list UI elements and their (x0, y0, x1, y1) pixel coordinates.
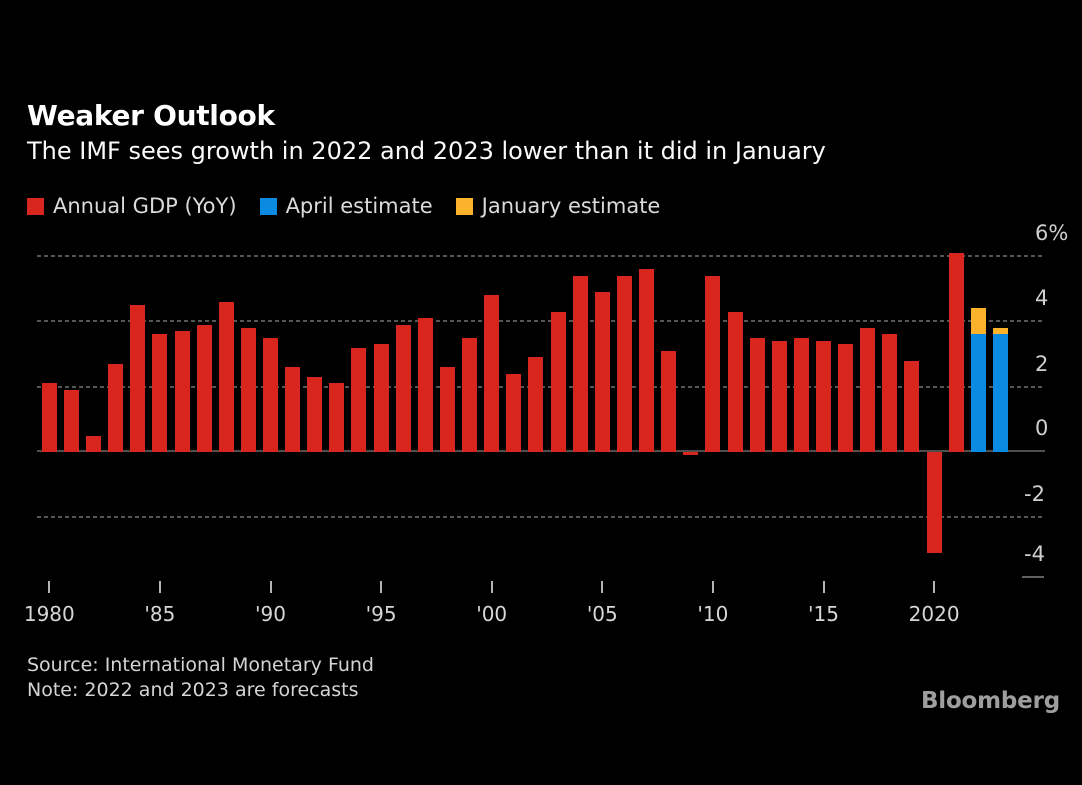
gridline-y-4 (37, 320, 1045, 323)
bar-2023-april-estimate (992, 334, 1008, 452)
x-axis-tick-10 (711, 581, 714, 593)
bar-2002-annual-gdp-yoy (528, 357, 544, 452)
x-axis-tick-05 (601, 581, 604, 593)
bar-1980-annual-gdp-yoy (41, 383, 57, 452)
gridline-y--2 (37, 516, 1045, 519)
bar-1995-annual-gdp-yoy (373, 344, 389, 452)
bar-1983-annual-gdp-yoy (108, 363, 124, 452)
bar-1992-annual-gdp-yoy (307, 376, 323, 452)
bar-2004-annual-gdp-yoy (572, 275, 588, 452)
x-axis-tick-00 (490, 581, 493, 593)
bar-1996-annual-gdp-yoy (395, 324, 411, 452)
bar-2003-annual-gdp-yoy (550, 311, 566, 452)
bar-1982-annual-gdp-yoy (86, 435, 102, 452)
bar-2000-annual-gdp-yoy (484, 295, 500, 452)
bar-1989-annual-gdp-yoy (240, 327, 256, 452)
y-axis-label-0: 0 (1035, 416, 1049, 440)
gridline-y-6 (37, 255, 1045, 258)
bar-2007-annual-gdp-yoy (639, 269, 655, 452)
chart-title: Weaker Outlook (27, 99, 275, 132)
bar-2015-annual-gdp-yoy (816, 340, 831, 452)
bar-2010-annual-gdp-yoy (705, 275, 721, 452)
x-axis-label-90: '90 (255, 602, 286, 626)
legend-swatch-april-estimate-icon (259, 197, 277, 215)
y-axis-label-4: 4 (1035, 286, 1049, 311)
bar-1999-annual-gdp-yoy (462, 337, 478, 452)
legend-item-january-estimate: January estimate (455, 194, 661, 218)
x-axis-label-2020: 2020 (908, 602, 960, 626)
note-text: Note: 2022 and 2023 are forecasts (27, 679, 359, 701)
chart-legend: Annual GDP (YoY) April estimate January es… (27, 194, 660, 218)
y-axis-label-2: 2 (1035, 351, 1049, 376)
bar-1981-annual-gdp-yoy (63, 389, 79, 452)
bar-2011-annual-gdp-yoy (727, 311, 743, 452)
bar-1998-annual-gdp-yoy (439, 367, 455, 452)
gridline-y--4 (1022, 575, 1044, 578)
bar-2012-annual-gdp-yoy (749, 337, 765, 452)
x-axis-label-1980: 1980 (23, 602, 75, 626)
bar-1997-annual-gdp-yoy (417, 318, 433, 452)
bar-2019-annual-gdp-yoy (904, 360, 920, 452)
y-axis-label--2: -2 (1024, 482, 1045, 507)
x-axis-tick-95 (380, 581, 383, 593)
bar-2022-april-estimate (970, 334, 986, 452)
legend-label: January estimate (481, 194, 661, 218)
bar-1985-annual-gdp-yoy (152, 334, 168, 452)
x-axis-label-95: '95 (365, 602, 397, 626)
legend-label: Annual GDP (YoY) (53, 194, 237, 218)
bar-2014-annual-gdp-yoy (793, 337, 809, 452)
bar-2017-annual-gdp-yoy (860, 327, 876, 452)
legend-swatch-january-estimate-icon (455, 197, 473, 215)
x-axis-tick-1980 (48, 581, 51, 593)
legend-swatch-annual-gdp-yoy-icon (27, 197, 44, 215)
y-axis-label-6: 6% (1035, 221, 1069, 246)
x-axis-tick-90 (269, 581, 272, 593)
x-axis-tick-85 (158, 581, 161, 593)
bar-2001-annual-gdp-yoy (506, 373, 522, 452)
x-axis-label-05: '05 (586, 602, 618, 626)
bar-1990-annual-gdp-yoy (263, 337, 278, 452)
bar-1994-annual-gdp-yoy (351, 347, 367, 452)
y-axis-label--4: -4 (1024, 541, 1045, 566)
bar-1986-annual-gdp-yoy (174, 331, 190, 452)
bar-2005-annual-gdp-yoy (594, 292, 610, 452)
x-axis-label-15: '15 (808, 602, 839, 626)
legend-item-annual-gdp-yoy: Annual GDP (YoY) (27, 194, 237, 218)
x-axis-tick-15 (822, 581, 825, 593)
legend-label: April estimate (285, 194, 433, 218)
bar-1993-annual-gdp-yoy (329, 383, 345, 452)
bar-1984-annual-gdp-yoy (130, 305, 146, 452)
bar-1988-annual-gdp-yoy (218, 301, 234, 452)
chart-subtitle: The IMF sees growth in 2022 and 2023 low… (27, 137, 826, 165)
bloomberg-logo: Bloomberg (920, 688, 1060, 714)
x-axis-tick-2020 (933, 581, 936, 593)
bar-1991-annual-gdp-yoy (285, 367, 301, 452)
bar-2020-annual-gdp-yoy (926, 452, 942, 554)
bar-1987-annual-gdp-yoy (196, 324, 212, 452)
bar-2009-annual-gdp-yoy (683, 452, 699, 456)
bar-2016-annual-gdp-yoy (838, 344, 854, 452)
bar-2006-annual-gdp-yoy (616, 275, 632, 452)
source-text: Source: International Monetary Fund (27, 654, 374, 676)
x-axis-label-10: '10 (697, 602, 729, 626)
bar-2013-annual-gdp-yoy (771, 340, 787, 452)
bar-2008-annual-gdp-yoy (661, 350, 677, 452)
x-axis-label-00: '00 (476, 602, 508, 626)
legend-item-april-estimate: April estimate (259, 194, 433, 218)
bar-2021-annual-gdp-yoy (948, 252, 964, 452)
bar-2018-annual-gdp-yoy (882, 334, 898, 452)
x-axis-label-85: '85 (144, 602, 176, 626)
